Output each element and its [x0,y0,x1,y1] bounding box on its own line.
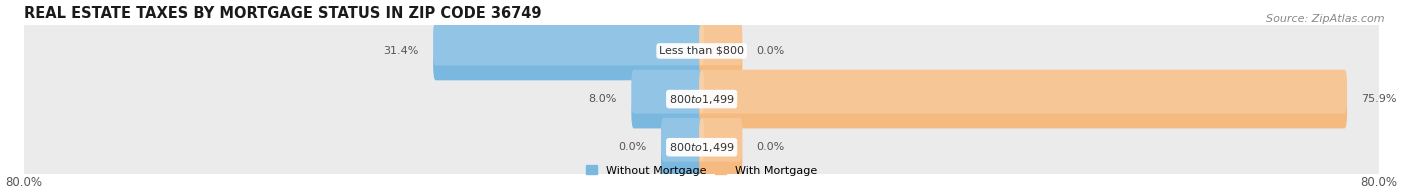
FancyBboxPatch shape [24,8,1379,94]
Text: 75.9%: 75.9% [1361,94,1398,104]
FancyBboxPatch shape [699,70,1347,113]
Text: $800 to $1,499: $800 to $1,499 [669,93,734,105]
FancyBboxPatch shape [699,22,742,80]
FancyBboxPatch shape [433,22,704,80]
FancyBboxPatch shape [699,22,742,65]
Text: Less than $800: Less than $800 [659,46,744,56]
FancyBboxPatch shape [24,104,1379,190]
FancyBboxPatch shape [699,70,1347,129]
Text: 8.0%: 8.0% [589,94,617,104]
FancyBboxPatch shape [24,56,1379,142]
Text: 0.0%: 0.0% [756,142,785,152]
FancyBboxPatch shape [661,118,704,176]
FancyBboxPatch shape [699,118,742,176]
FancyBboxPatch shape [699,118,742,162]
FancyBboxPatch shape [661,118,704,162]
FancyBboxPatch shape [631,70,704,129]
Text: REAL ESTATE TAXES BY MORTGAGE STATUS IN ZIP CODE 36749: REAL ESTATE TAXES BY MORTGAGE STATUS IN … [24,5,541,20]
Legend: Without Mortgage, With Mortgage: Without Mortgage, With Mortgage [582,161,823,180]
FancyBboxPatch shape [631,70,704,113]
Text: 0.0%: 0.0% [756,46,785,56]
FancyBboxPatch shape [433,22,704,65]
Text: $800 to $1,499: $800 to $1,499 [669,141,734,154]
Text: Source: ZipAtlas.com: Source: ZipAtlas.com [1267,14,1385,24]
Text: 31.4%: 31.4% [384,46,419,56]
Text: 0.0%: 0.0% [619,142,647,152]
